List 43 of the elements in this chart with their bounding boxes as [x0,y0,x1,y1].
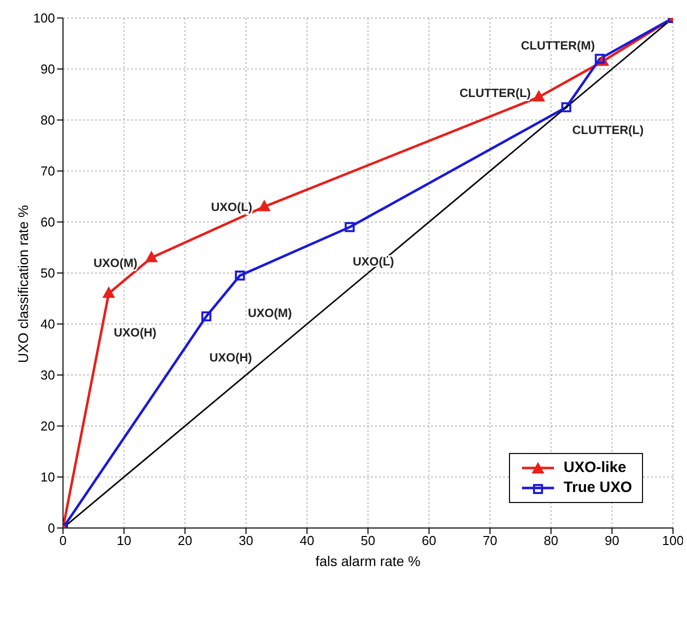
annotation: UXO(M) [93,256,138,270]
point [344,222,355,232]
x-tick-label: 20 [178,533,192,548]
y-tick-label: 30 [40,368,55,383]
point [201,311,212,322]
y-tick-label: 0 [48,520,55,536]
x-axis-title: fals alarm rate % [315,553,421,569]
y-tick-label: 60 [40,214,55,230]
x-tick-label: 0 [59,533,67,548]
x-tick-label: 70 [482,533,498,548]
legend-label: True UXO [564,478,632,498]
x-tick-label: 80 [544,533,558,548]
point [532,90,545,102]
x-tick-label: 30 [238,533,254,548]
point [145,251,158,262]
point [258,200,270,212]
point [594,54,605,64]
annotation: UXO(H) [114,325,156,340]
y-tick-label: 80 [40,112,55,128]
y-tick-label: 40 [40,316,55,332]
x-tick-label: 90 [604,533,620,548]
annotation: UXO(H) [209,350,252,365]
x-tick-label: 10 [116,533,132,548]
y-tick-label: 50 [40,266,55,281]
point [102,286,115,298]
y-tick-label: 100 [33,10,55,26]
annotation: CLUTTER(L) [572,123,644,137]
legend-label: UXO-like [564,458,626,478]
y-tick-label: 10 [40,470,55,485]
annotation: CLUTTER(M) [520,38,595,53]
x-tick-label: 40 [300,533,314,548]
y-tick-label: 70 [40,164,55,179]
y-tick-label: 20 [40,418,55,434]
x-tick-label: 50 [360,533,376,548]
x-tick-label: 60 [422,533,436,548]
x-tick-label: 100 [662,533,684,548]
annotation: UXO(L) [210,200,252,214]
y-axis-title: UXO classification rate % [14,205,31,363]
annotation: CLUTTER(L) [459,86,531,100]
annotation: UXO(M) [248,306,292,320]
point [234,270,245,281]
point [561,102,572,112]
y-tick-label: 90 [40,62,55,77]
